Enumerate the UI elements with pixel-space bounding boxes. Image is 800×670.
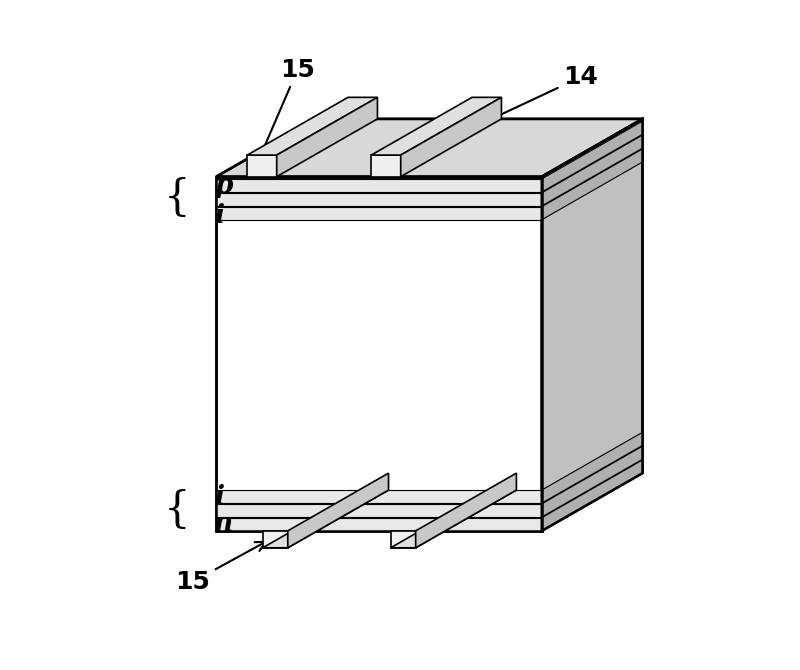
Polygon shape (371, 97, 502, 155)
Text: i: i (214, 484, 224, 509)
Polygon shape (542, 119, 642, 531)
Polygon shape (371, 155, 401, 177)
Polygon shape (542, 446, 642, 517)
Text: 15: 15 (175, 542, 266, 594)
Text: n: n (214, 511, 233, 535)
Polygon shape (542, 149, 642, 220)
Polygon shape (416, 473, 517, 548)
Polygon shape (216, 518, 542, 531)
Polygon shape (262, 531, 288, 548)
Polygon shape (216, 119, 642, 177)
Polygon shape (216, 490, 542, 503)
Polygon shape (542, 432, 642, 503)
Text: p: p (214, 174, 233, 198)
Polygon shape (542, 460, 642, 531)
Polygon shape (288, 473, 389, 548)
Text: i: i (214, 202, 224, 228)
Polygon shape (216, 177, 542, 531)
Polygon shape (542, 121, 642, 192)
Polygon shape (401, 97, 502, 177)
Text: {: { (164, 489, 190, 531)
Polygon shape (216, 179, 542, 192)
Polygon shape (247, 97, 378, 155)
Text: {: { (164, 177, 190, 219)
Polygon shape (216, 206, 542, 220)
Polygon shape (390, 490, 517, 548)
Polygon shape (390, 531, 416, 548)
Polygon shape (247, 155, 277, 177)
Polygon shape (216, 193, 542, 206)
Text: 15: 15 (258, 58, 315, 161)
Polygon shape (262, 490, 389, 548)
Polygon shape (277, 97, 378, 177)
Polygon shape (542, 135, 642, 206)
Polygon shape (216, 504, 542, 517)
Text: 14: 14 (461, 65, 598, 133)
